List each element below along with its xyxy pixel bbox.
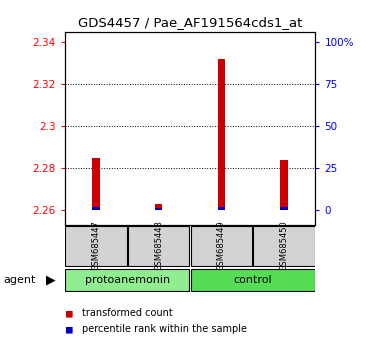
Text: GSM685447: GSM685447 xyxy=(92,221,100,272)
Text: GSM685448: GSM685448 xyxy=(154,221,163,272)
Text: protoanemonin: protoanemonin xyxy=(85,275,170,285)
Text: GDS4457 / Pae_AF191564cds1_at: GDS4457 / Pae_AF191564cds1_at xyxy=(78,16,302,29)
Bar xyxy=(218,59,225,210)
Bar xyxy=(92,207,100,210)
Bar xyxy=(218,207,225,210)
Bar xyxy=(280,160,288,210)
Text: ■: ■ xyxy=(66,324,73,334)
Bar xyxy=(65,225,127,267)
Text: agent: agent xyxy=(4,275,36,285)
Text: ▶: ▶ xyxy=(46,274,55,287)
Bar xyxy=(155,209,162,210)
Text: GSM685449: GSM685449 xyxy=(217,221,226,272)
Text: percentile rank within the sample: percentile rank within the sample xyxy=(82,324,247,334)
Text: ■: ■ xyxy=(66,308,73,318)
Bar xyxy=(128,225,189,267)
Bar xyxy=(280,207,288,210)
Bar xyxy=(191,225,252,267)
Bar xyxy=(253,225,315,267)
Bar xyxy=(92,158,100,210)
Text: control: control xyxy=(233,275,272,285)
Bar xyxy=(65,268,189,291)
Text: GSM685450: GSM685450 xyxy=(280,221,288,272)
Text: transformed count: transformed count xyxy=(82,308,173,318)
Bar xyxy=(155,204,162,210)
Bar xyxy=(191,268,315,291)
